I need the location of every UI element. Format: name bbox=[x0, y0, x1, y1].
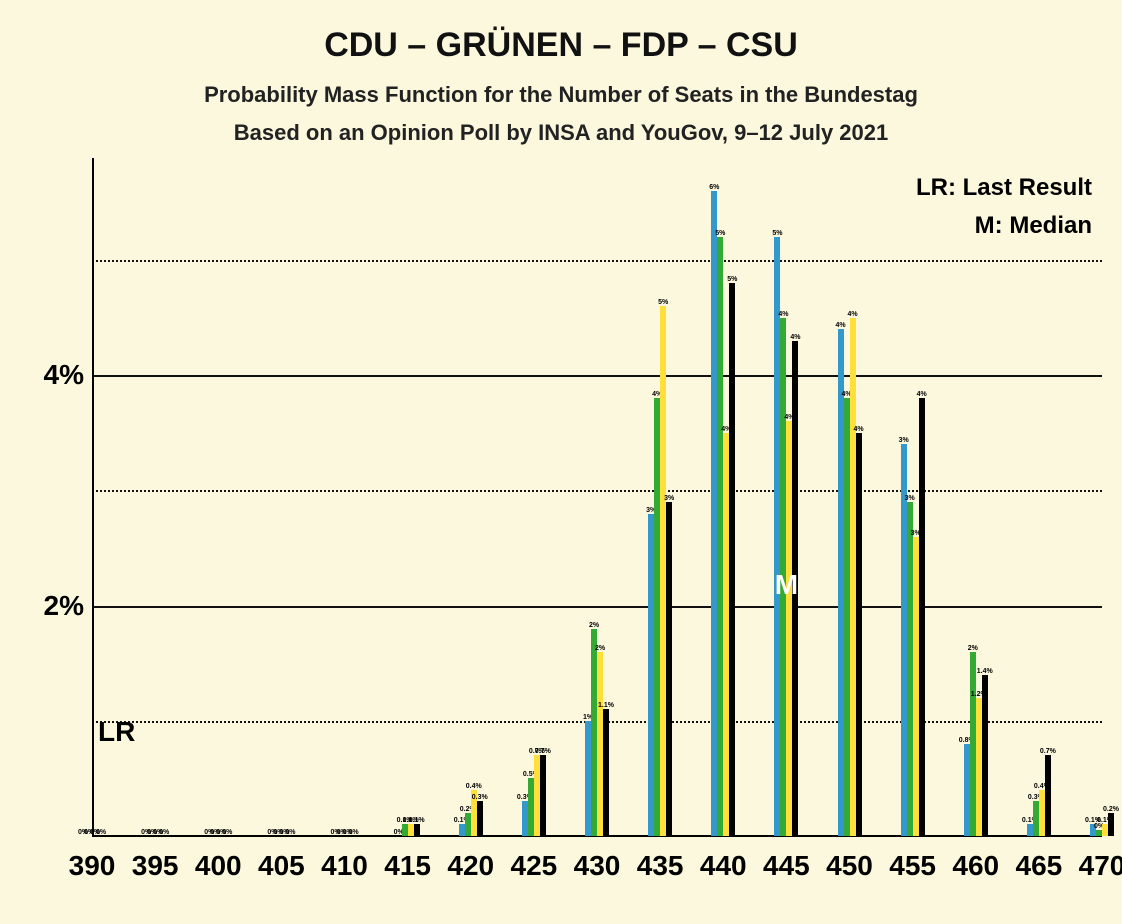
bar-value-label: 0% bbox=[348, 829, 358, 836]
bar-value-label: 2% bbox=[589, 622, 599, 629]
page-root: © 2021 Filip van Laenen CDU – GRÜNEN – F… bbox=[0, 0, 1122, 924]
bar-value-label: 4% bbox=[847, 311, 857, 318]
x-tick-label: 460 bbox=[952, 836, 999, 882]
x-tick-label: 405 bbox=[258, 836, 305, 882]
median-marker: M bbox=[775, 569, 798, 601]
bar-value-label: 2% bbox=[968, 645, 978, 652]
bar-value-label: 0% bbox=[96, 829, 106, 836]
y-axis-line bbox=[92, 158, 94, 836]
bar-value-label: 0% bbox=[285, 829, 295, 836]
x-tick-label: 455 bbox=[889, 836, 936, 882]
x-tick-label: 465 bbox=[1016, 836, 1063, 882]
y-gridline bbox=[92, 606, 1102, 608]
bar-value-label: 0.1% bbox=[409, 817, 425, 824]
legend-m: M: Median bbox=[975, 212, 1092, 240]
bar-value-label: 0.7% bbox=[1040, 748, 1056, 755]
bar-black: 0.7% bbox=[1045, 755, 1051, 836]
x-tick-label: 400 bbox=[195, 836, 242, 882]
bar-black: 0.2% bbox=[1108, 813, 1114, 836]
x-tick-label: 430 bbox=[574, 836, 621, 882]
bar-black: 3% bbox=[666, 502, 672, 836]
bar-black: 0.7% bbox=[540, 755, 546, 836]
x-tick-label: 415 bbox=[384, 836, 431, 882]
x-tick-label: 410 bbox=[321, 836, 368, 882]
bar-value-label: 2% bbox=[595, 645, 605, 652]
bar-value-label: 0.7% bbox=[535, 748, 551, 755]
bar-value-label: 4% bbox=[790, 334, 800, 341]
x-tick-label: 445 bbox=[763, 836, 810, 882]
bar-value-label: 4% bbox=[853, 426, 863, 433]
bar-value-label: 6% bbox=[709, 184, 719, 191]
chart-title: CDU – GRÜNEN – FDP – CSU bbox=[0, 26, 1122, 65]
y-gridline bbox=[92, 375, 1102, 377]
chart-subtitle-1: Probability Mass Function for the Number… bbox=[0, 82, 1122, 108]
bar-value-label: 3% bbox=[664, 495, 674, 502]
bar-value-label: 5% bbox=[772, 230, 782, 237]
bar-value-label: 3% bbox=[899, 437, 909, 444]
bar-value-label: 4% bbox=[835, 322, 845, 329]
bar-value-label: 5% bbox=[658, 299, 668, 306]
legend-lr: LR: Last Result bbox=[916, 174, 1092, 202]
bar-value-label: 1.1% bbox=[598, 702, 614, 709]
bar-black: 0.1% bbox=[414, 824, 420, 836]
x-tick-label: 440 bbox=[700, 836, 747, 882]
y-gridline bbox=[92, 490, 1102, 492]
y-gridline bbox=[92, 260, 1102, 262]
chart-subtitle-2: Based on an Opinion Poll by INSA and You… bbox=[0, 120, 1122, 146]
bar-value-label: 0% bbox=[222, 829, 232, 836]
bar-value-label: 0% bbox=[159, 829, 169, 836]
y-tick-label: 4% bbox=[44, 359, 92, 391]
bar-value-label: 0.4% bbox=[466, 783, 482, 790]
bar-value-label: 1.4% bbox=[977, 668, 993, 675]
x-tick-label: 390 bbox=[69, 836, 116, 882]
y-tick-label: 2% bbox=[44, 590, 92, 622]
lr-marker: LR bbox=[98, 716, 135, 748]
chart-plot-area: 2%4%390395400405410415420425430435440445… bbox=[92, 168, 1102, 836]
bar-value-label: 5% bbox=[727, 276, 737, 283]
bar-value-label: 0.3% bbox=[472, 794, 488, 801]
bar-black: 1.4% bbox=[982, 675, 988, 836]
x-tick-label: 395 bbox=[132, 836, 179, 882]
bar-value-label: 3% bbox=[905, 495, 915, 502]
bar-black: 5% bbox=[729, 283, 735, 836]
x-tick-label: 450 bbox=[826, 836, 873, 882]
x-tick-label: 435 bbox=[637, 836, 684, 882]
bar-value-label: 4% bbox=[917, 391, 927, 398]
bar-value-label: 0.2% bbox=[1103, 806, 1119, 813]
bar-black: 0.3% bbox=[477, 801, 483, 836]
bar-black: 4% bbox=[919, 398, 925, 836]
bar-black: 4% bbox=[856, 433, 862, 836]
x-tick-label: 470 bbox=[1079, 836, 1122, 882]
bar-value-label: 4% bbox=[778, 311, 788, 318]
bar-value-label: 5% bbox=[715, 230, 725, 237]
x-tick-label: 425 bbox=[511, 836, 558, 882]
bar-black: 1.1% bbox=[603, 709, 609, 836]
x-tick-label: 420 bbox=[447, 836, 494, 882]
